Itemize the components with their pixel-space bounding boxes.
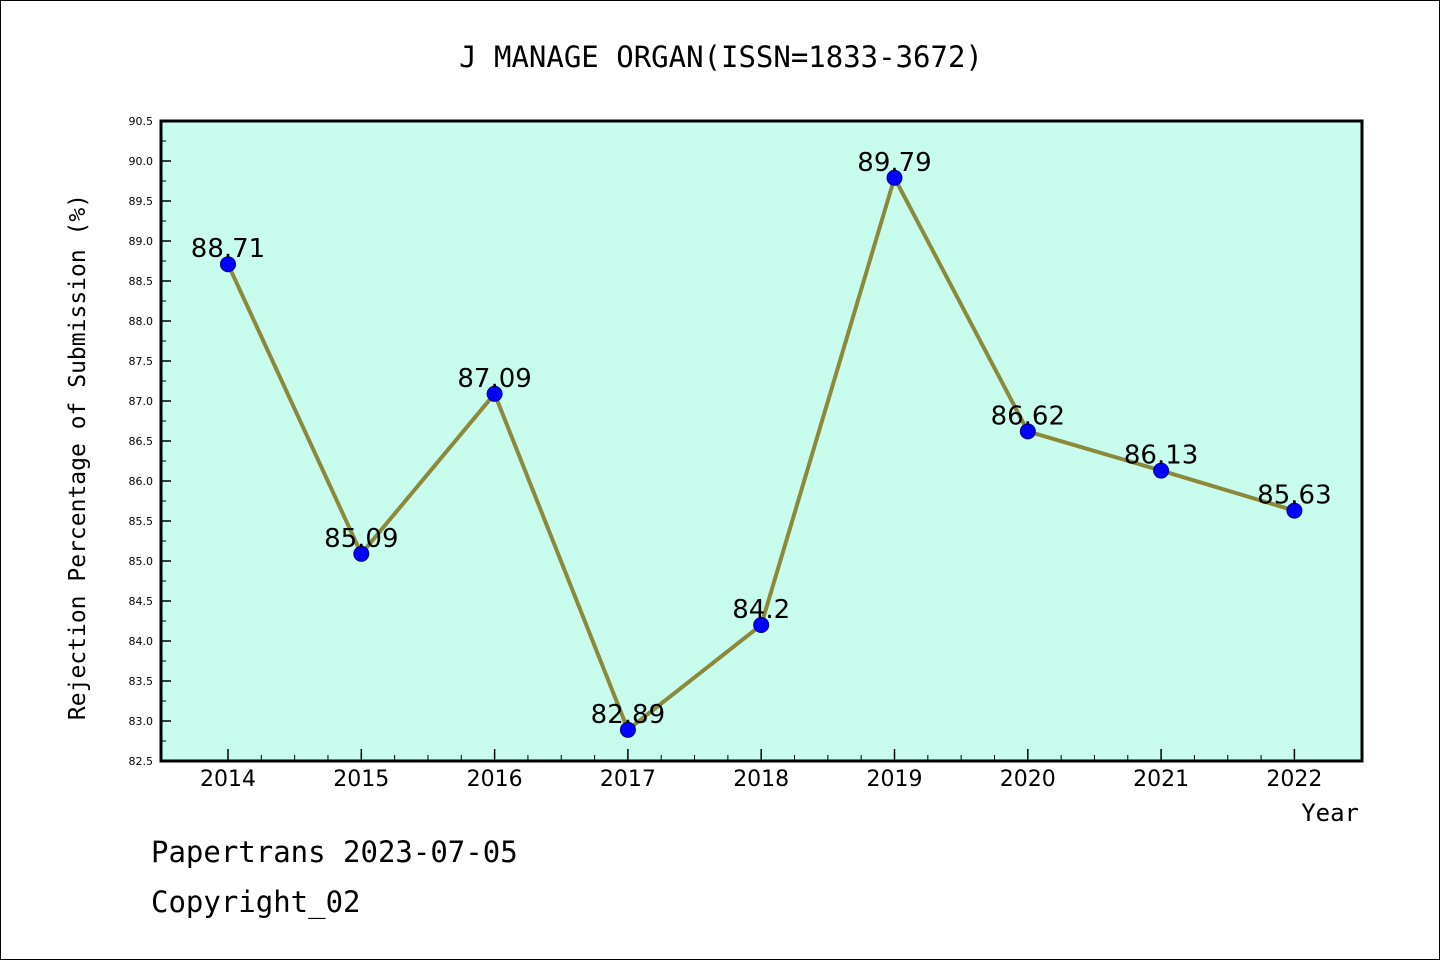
data-point bbox=[1153, 462, 1170, 479]
y-tick-label: 84.5 bbox=[129, 595, 154, 608]
y-tick-label: 85.0 bbox=[129, 555, 154, 568]
data-point bbox=[1286, 502, 1303, 519]
y-tick-label: 88.0 bbox=[129, 315, 154, 328]
chart-title: J MANAGE ORGAN(ISSN=1833-3672) bbox=[459, 40, 983, 74]
y-tick-label: 90.0 bbox=[129, 155, 154, 168]
data-series: 88.71 85.09 87.09 82.89 84.2 89.79 86.62 86.13 8… bbox=[191, 148, 1332, 738]
y-tick-label: 82.5 bbox=[129, 755, 154, 768]
data-label: 89.79 bbox=[857, 148, 931, 178]
y-tick-label: 84.0 bbox=[129, 635, 154, 648]
plot-area bbox=[161, 121, 1362, 761]
x-tick-label: 2014 bbox=[200, 767, 256, 792]
x-tick-label: 2016 bbox=[467, 767, 523, 792]
data-label: 85.09 bbox=[324, 524, 398, 554]
x-tick-label: 2015 bbox=[333, 767, 389, 792]
data-label: 84.2 bbox=[732, 595, 790, 625]
x-axis: 2014 2015 2016 2017 2018 2019 2020 2021 2022 bbox=[200, 749, 1322, 792]
x-tick-label: 2018 bbox=[733, 767, 789, 792]
y-tick-label: 87.0 bbox=[129, 395, 154, 408]
x-tick-label: 2022 bbox=[1266, 767, 1322, 792]
data-point bbox=[886, 169, 903, 186]
data-point bbox=[753, 617, 770, 633]
y-tick-label: 89.0 bbox=[129, 235, 154, 248]
y-tick-label: 83.0 bbox=[129, 715, 154, 728]
y-axis-label: Rejection Percentage of Submission (%) bbox=[65, 194, 91, 720]
x-tick-label: 2017 bbox=[600, 767, 656, 792]
x-tick-label: 2020 bbox=[1000, 767, 1056, 792]
y-axis: 82.5 83.0 83.5 84.0 84.5 85.0 85.5 86.0 86.5 87.0… bbox=[129, 115, 171, 768]
data-label: 82.89 bbox=[591, 700, 665, 730]
data-label: 86.62 bbox=[991, 401, 1065, 431]
x-axis-label: Year bbox=[1301, 799, 1359, 827]
y-tick-label: 87.5 bbox=[129, 355, 154, 368]
y-tick-label: 88.5 bbox=[129, 275, 154, 288]
y-tick-label: 90.5 bbox=[129, 115, 154, 128]
data-point bbox=[220, 256, 236, 273]
y-tick-label: 83.5 bbox=[129, 675, 154, 688]
data-point bbox=[353, 545, 370, 562]
data-point bbox=[619, 721, 636, 738]
y-tick-label: 89.5 bbox=[129, 195, 154, 208]
data-label: 87.09 bbox=[457, 364, 531, 394]
x-tick-label: 2021 bbox=[1133, 767, 1189, 792]
x-tick-label: 2019 bbox=[867, 767, 923, 792]
data-label: 88.71 bbox=[191, 234, 265, 264]
footer-date: Papertrans 2023-07-05 bbox=[151, 835, 518, 869]
plot-border bbox=[159, 119, 1364, 763]
data-label: 85.63 bbox=[1257, 481, 1331, 511]
footer-copyright: Copyright_02 bbox=[151, 885, 361, 919]
data-point bbox=[486, 385, 503, 402]
data-label: 86.13 bbox=[1124, 441, 1198, 471]
y-tick-label: 85.5 bbox=[129, 515, 154, 528]
y-tick-label: 86.5 bbox=[129, 435, 154, 448]
data-point bbox=[1019, 423, 1036, 440]
y-tick-label: 86.0 bbox=[129, 475, 154, 488]
